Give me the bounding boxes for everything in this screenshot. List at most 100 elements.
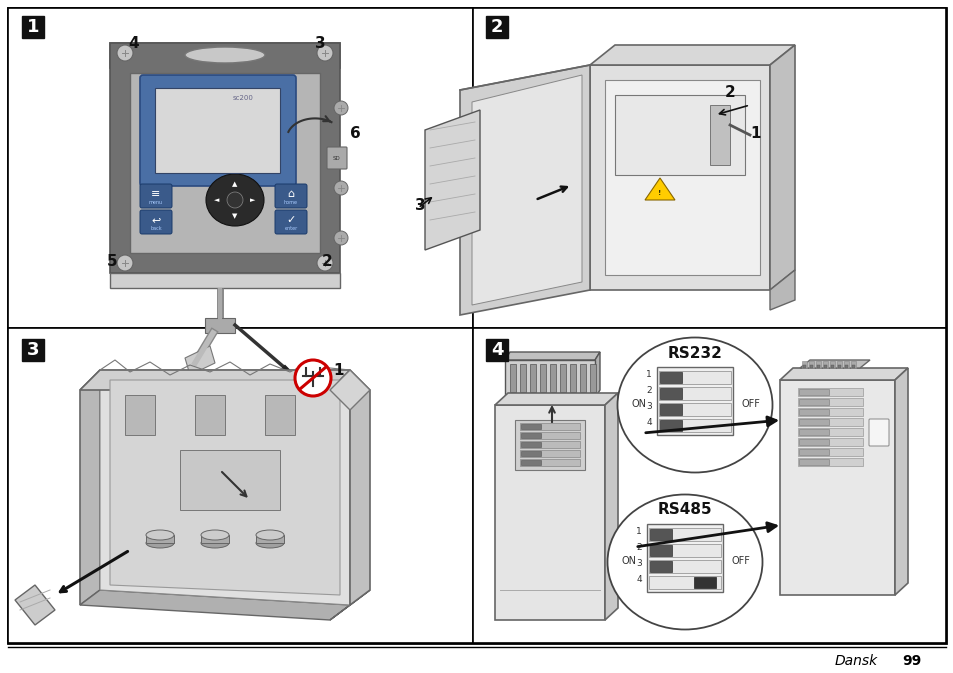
Polygon shape	[769, 45, 794, 290]
FancyBboxPatch shape	[797, 398, 862, 406]
Circle shape	[117, 45, 132, 61]
FancyBboxPatch shape	[649, 561, 671, 572]
FancyBboxPatch shape	[797, 418, 862, 426]
FancyBboxPatch shape	[809, 365, 812, 368]
Text: 3: 3	[636, 559, 641, 568]
Ellipse shape	[607, 495, 761, 629]
Text: 5: 5	[107, 254, 117, 269]
Text: 2: 2	[646, 386, 651, 395]
Polygon shape	[589, 65, 769, 290]
Polygon shape	[110, 273, 339, 288]
Text: 3: 3	[27, 341, 39, 359]
Text: 1: 1	[749, 126, 760, 141]
FancyBboxPatch shape	[648, 576, 720, 589]
Text: SD: SD	[333, 155, 340, 160]
FancyBboxPatch shape	[799, 389, 828, 395]
Text: 1: 1	[27, 18, 39, 36]
Ellipse shape	[255, 538, 284, 548]
FancyBboxPatch shape	[274, 184, 307, 208]
FancyBboxPatch shape	[808, 361, 813, 368]
FancyBboxPatch shape	[799, 429, 828, 435]
FancyBboxPatch shape	[836, 361, 841, 368]
Text: OFF: OFF	[740, 399, 760, 409]
Circle shape	[334, 231, 348, 245]
Circle shape	[117, 255, 132, 271]
FancyBboxPatch shape	[709, 105, 729, 165]
FancyBboxPatch shape	[520, 442, 540, 447]
Text: ON: ON	[631, 399, 646, 409]
Text: home: home	[284, 199, 297, 205]
Text: 4: 4	[636, 575, 641, 584]
FancyBboxPatch shape	[799, 409, 828, 415]
FancyBboxPatch shape	[22, 339, 44, 361]
FancyBboxPatch shape	[550, 364, 556, 392]
FancyBboxPatch shape	[843, 361, 848, 368]
Polygon shape	[201, 535, 229, 543]
FancyBboxPatch shape	[823, 365, 826, 368]
Circle shape	[227, 192, 243, 208]
Polygon shape	[125, 395, 154, 435]
Text: ◄: ◄	[214, 197, 219, 203]
Polygon shape	[110, 43, 339, 273]
FancyBboxPatch shape	[274, 210, 307, 234]
FancyBboxPatch shape	[659, 371, 730, 384]
Polygon shape	[589, 45, 794, 65]
Polygon shape	[769, 270, 794, 310]
FancyBboxPatch shape	[519, 459, 579, 466]
Polygon shape	[80, 590, 350, 620]
Text: ►: ►	[250, 197, 255, 203]
FancyBboxPatch shape	[659, 388, 681, 399]
Circle shape	[294, 360, 331, 396]
FancyBboxPatch shape	[519, 364, 525, 392]
FancyBboxPatch shape	[530, 364, 536, 392]
Text: ✓: ✓	[286, 215, 295, 225]
FancyBboxPatch shape	[851, 365, 854, 368]
FancyBboxPatch shape	[520, 451, 540, 456]
Circle shape	[316, 45, 333, 61]
FancyBboxPatch shape	[485, 339, 507, 361]
FancyBboxPatch shape	[799, 399, 828, 405]
FancyBboxPatch shape	[799, 449, 828, 455]
FancyBboxPatch shape	[519, 432, 579, 439]
Text: 2: 2	[490, 18, 503, 36]
Text: 99: 99	[901, 654, 921, 668]
Ellipse shape	[185, 47, 265, 63]
Polygon shape	[780, 368, 907, 380]
Polygon shape	[80, 370, 350, 390]
Polygon shape	[495, 393, 618, 405]
Polygon shape	[595, 352, 599, 398]
Text: 1: 1	[333, 363, 343, 378]
FancyBboxPatch shape	[569, 364, 576, 392]
FancyBboxPatch shape	[822, 361, 827, 368]
Text: RS485: RS485	[657, 503, 712, 518]
FancyBboxPatch shape	[837, 365, 841, 368]
Polygon shape	[350, 370, 370, 605]
Text: 4: 4	[646, 418, 651, 427]
Text: ↩: ↩	[152, 215, 160, 225]
FancyBboxPatch shape	[579, 364, 585, 392]
FancyBboxPatch shape	[659, 404, 681, 415]
FancyBboxPatch shape	[844, 365, 847, 368]
Polygon shape	[100, 370, 350, 605]
Ellipse shape	[201, 530, 229, 540]
FancyBboxPatch shape	[604, 80, 760, 275]
FancyBboxPatch shape	[504, 360, 595, 398]
Text: 2: 2	[724, 85, 735, 100]
FancyBboxPatch shape	[659, 372, 681, 383]
FancyBboxPatch shape	[693, 577, 716, 588]
FancyBboxPatch shape	[520, 433, 540, 438]
Polygon shape	[330, 590, 370, 620]
FancyBboxPatch shape	[816, 365, 820, 368]
Text: ≡: ≡	[152, 189, 160, 199]
Text: ▼: ▼	[233, 213, 237, 219]
Text: 3: 3	[645, 402, 651, 411]
FancyBboxPatch shape	[327, 147, 347, 169]
Polygon shape	[424, 110, 479, 250]
Polygon shape	[459, 65, 589, 315]
FancyBboxPatch shape	[649, 545, 671, 556]
Polygon shape	[185, 346, 214, 375]
FancyBboxPatch shape	[659, 419, 730, 432]
FancyBboxPatch shape	[154, 88, 280, 173]
Polygon shape	[604, 393, 618, 620]
Text: back: back	[150, 225, 162, 230]
